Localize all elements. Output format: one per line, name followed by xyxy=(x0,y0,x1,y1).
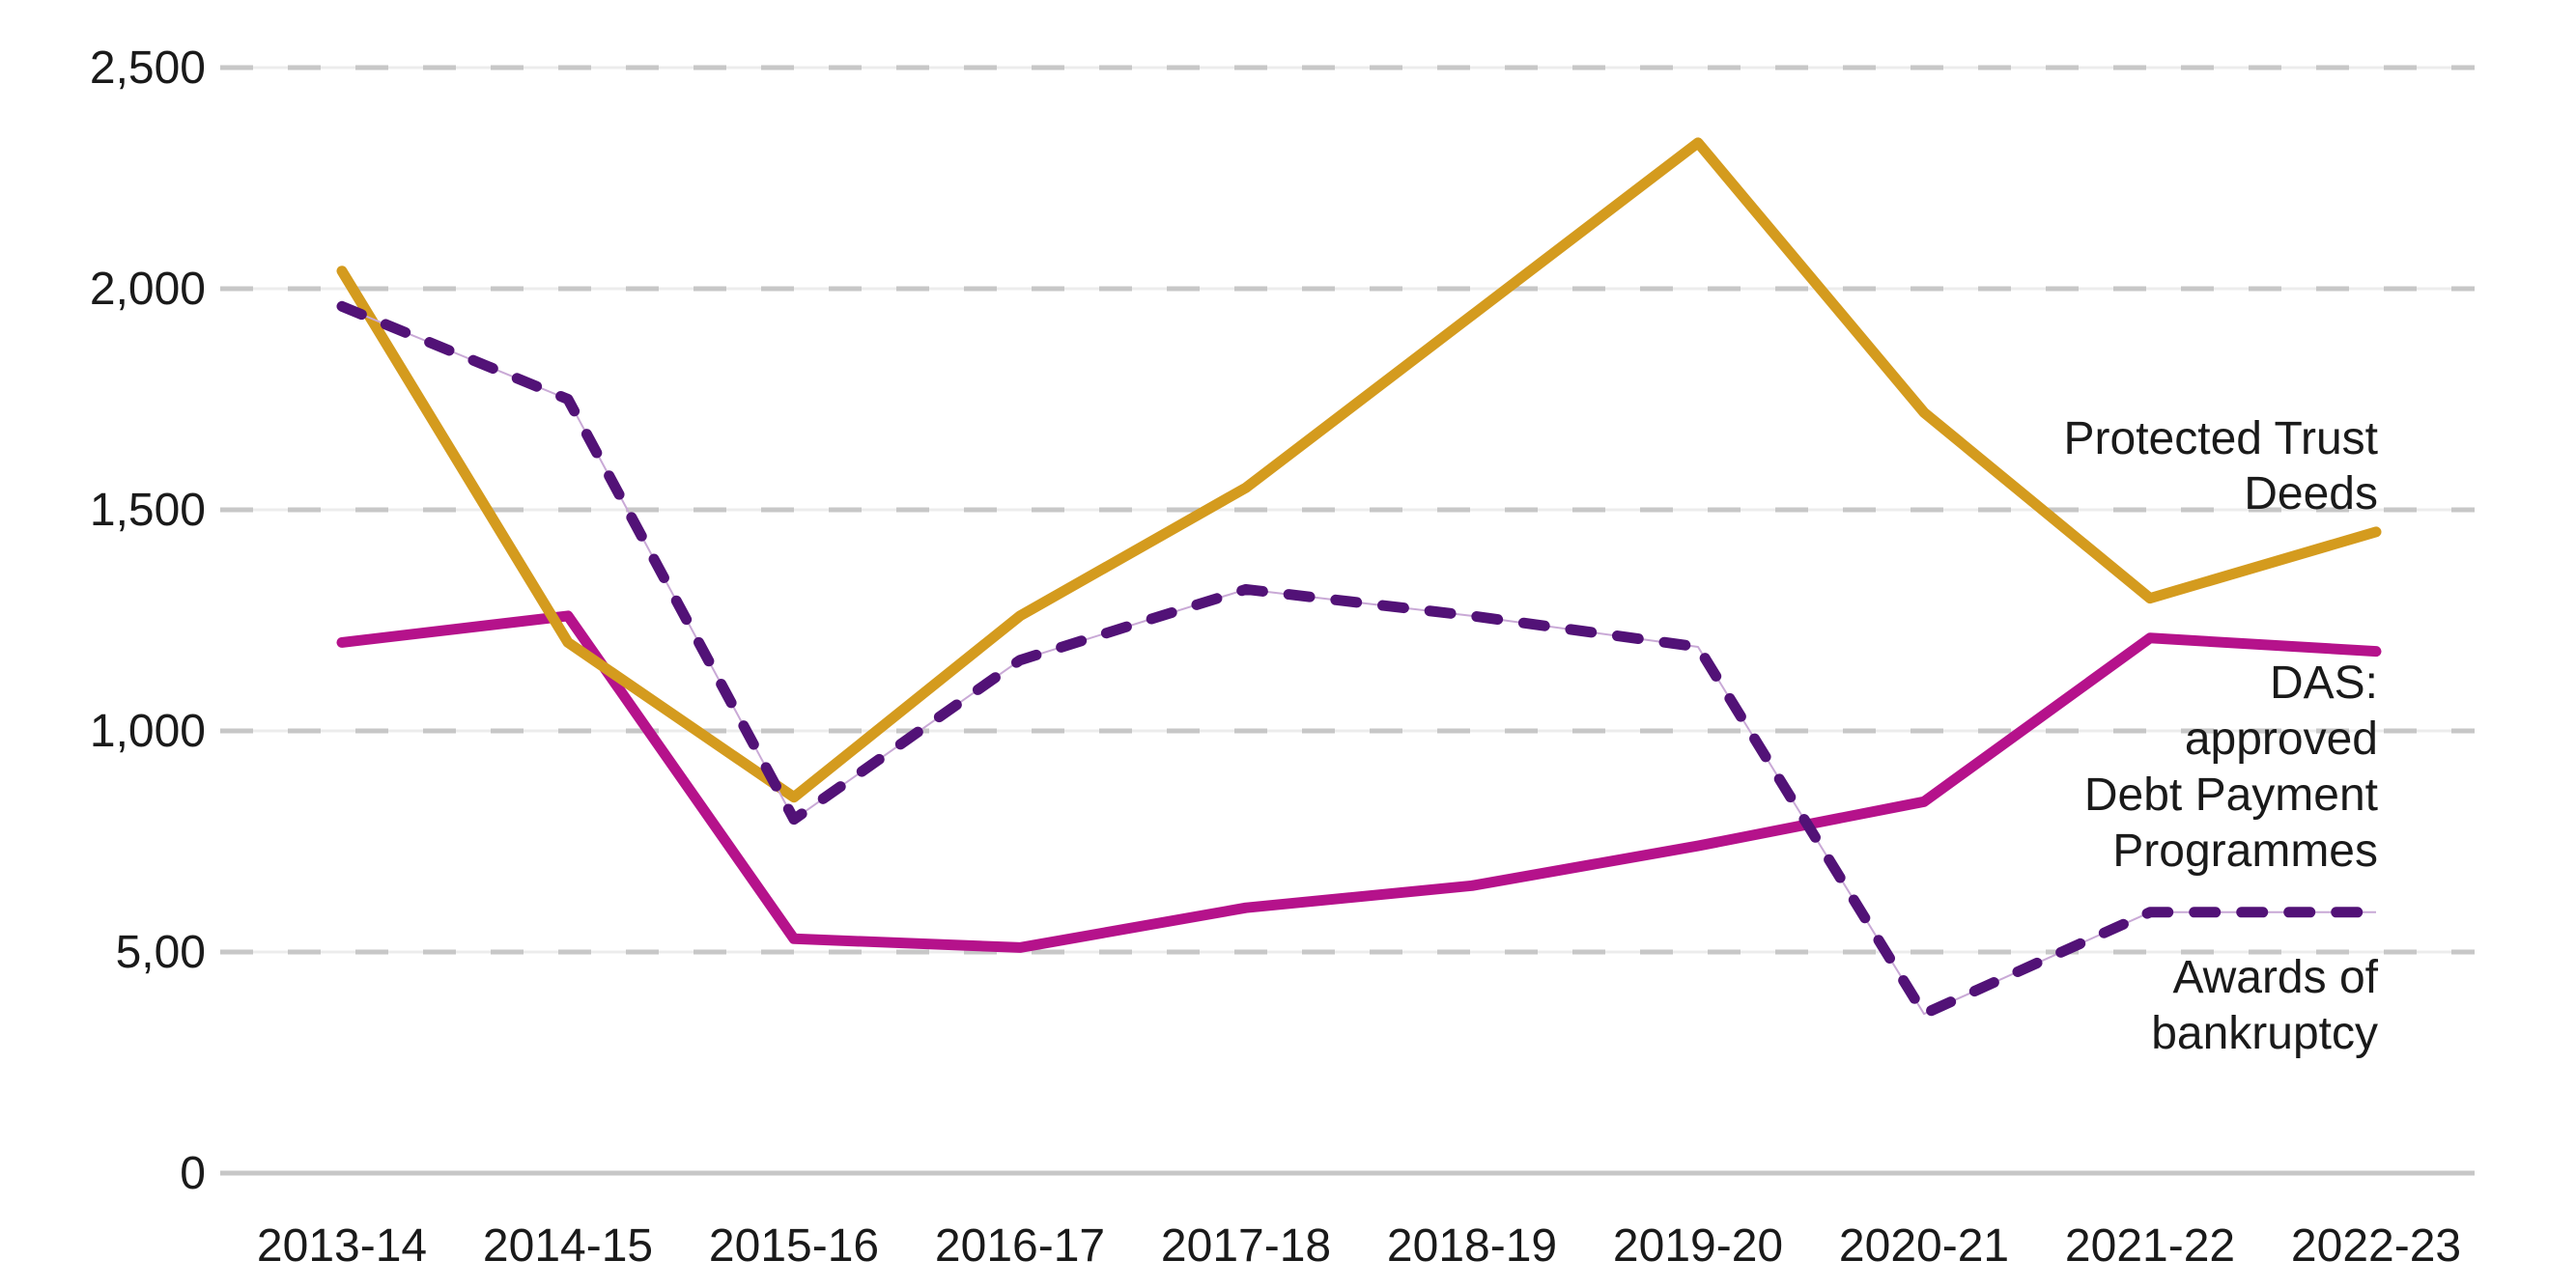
x-tick-label-2020-21: 2020-21 xyxy=(1839,1220,2009,1272)
series-label-protected-trust-deeds: Protected Trust Deeds xyxy=(2063,413,2378,519)
x-tick-label-2015-16: 2015-16 xyxy=(709,1220,879,1272)
y-tick-label-2500: 2,500 xyxy=(90,42,206,94)
x-tick-label-2022-23: 2022-23 xyxy=(2291,1220,2461,1272)
y-tick-label-0: 0 xyxy=(180,1148,206,1199)
x-tick-label-2018-19: 2018-19 xyxy=(1387,1220,1557,1272)
x-tick-label-2013-14: 2013-14 xyxy=(257,1220,427,1272)
y-tick-label-1000: 1,000 xyxy=(90,706,206,757)
series-label-das-approved-debt-payment-programmes: DAS: approved Debt Payment Programmes xyxy=(2083,658,2378,877)
series-line-protected-trust-deeds xyxy=(336,137,2382,803)
series-line-das-approved-debt-payment-programmes xyxy=(336,610,2382,953)
x-tick-label-2021-22: 2021-22 xyxy=(2065,1220,2235,1272)
series-label-awards-of-bankruptcy: Awards of bankruptcy xyxy=(2151,952,2378,1059)
x-tick-label-2014-15: 2014-15 xyxy=(483,1220,653,1272)
series-line-awards-of-bankruptcy xyxy=(336,300,2382,1020)
y-tick-label-2000: 2,000 xyxy=(90,264,206,315)
x-tick-label-2016-17: 2016-17 xyxy=(935,1220,1105,1272)
y-tick-label-500: 5,00 xyxy=(116,927,206,978)
y-tick-label-1500: 1,500 xyxy=(90,485,206,536)
x-tick-label-2017-18: 2017-18 xyxy=(1161,1220,1331,1272)
x-tick-label-2019-20: 2019-20 xyxy=(1613,1220,1783,1272)
